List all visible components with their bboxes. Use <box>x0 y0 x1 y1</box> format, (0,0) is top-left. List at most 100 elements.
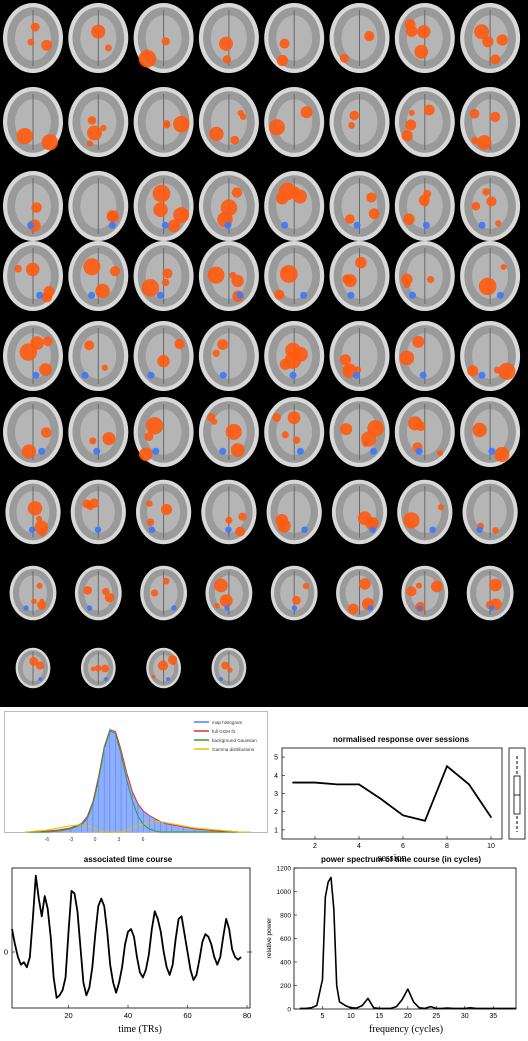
activation-positive <box>109 266 121 277</box>
brain-slice <box>401 565 449 621</box>
activation-negative <box>347 291 355 299</box>
brain-slice <box>140 565 188 621</box>
activation-positive <box>151 674 156 679</box>
activation-positive <box>366 192 377 203</box>
brain-slice <box>394 241 455 311</box>
activation-positive <box>417 25 431 39</box>
activation-positive <box>225 516 233 524</box>
power-spectrum-y-tick-label: 1000 <box>277 889 292 896</box>
activation-negative <box>225 526 232 533</box>
activation-positive <box>83 258 101 276</box>
activation-positive <box>280 265 298 283</box>
activation-positive <box>138 447 153 462</box>
activation-positive <box>423 104 435 116</box>
activation-negative <box>93 447 101 455</box>
activation-positive <box>161 278 170 287</box>
brain-slice <box>70 479 126 545</box>
brain-slice <box>9 565 57 621</box>
activation-positive <box>292 436 301 444</box>
brain-slice <box>68 87 129 157</box>
activation-positive <box>100 124 107 132</box>
session-x-tick-label: 8 <box>445 843 449 850</box>
legend-label-ggm-fit: full GGM fit <box>212 729 236 734</box>
activation-positive <box>421 200 429 207</box>
activation-positive <box>30 22 40 32</box>
brain-slice <box>460 3 521 73</box>
brain-slice <box>397 479 453 545</box>
activation-positive <box>403 213 415 225</box>
activation-negative <box>478 371 486 379</box>
activation-positive <box>35 661 45 670</box>
activation-positive <box>104 592 115 603</box>
activation-negative <box>88 291 96 299</box>
brain-slice <box>133 171 194 241</box>
power-spectrum-y-tick-label: 1200 <box>277 866 292 873</box>
brain-slice <box>74 565 122 621</box>
brain-slice <box>264 397 325 467</box>
brain-slice <box>198 3 259 73</box>
activation-positive <box>39 598 45 604</box>
activation-positive <box>86 140 93 147</box>
activation-negative <box>108 221 116 229</box>
brain-slice <box>133 3 194 73</box>
activation-positive <box>427 275 435 284</box>
activation-negative <box>429 526 436 533</box>
brain-slice <box>460 241 521 311</box>
brain-slice <box>394 3 455 73</box>
brain-slice <box>329 241 390 311</box>
time-course-line <box>11 874 242 999</box>
session-y-tick-label: 3 <box>274 791 278 798</box>
activation-positive <box>153 202 168 217</box>
session-point <box>358 783 360 786</box>
brain-slice <box>15 647 51 689</box>
activation-negative <box>166 677 171 682</box>
brain-slice <box>198 321 259 391</box>
brain-slice <box>329 87 390 157</box>
activation-negative <box>38 677 43 682</box>
power-spectrum-x-tick-label: 20 <box>404 1013 412 1020</box>
legend-label-background-gaussian: background Gaussian <box>212 738 257 743</box>
hist-tick-label: 3 <box>118 837 121 843</box>
time-course-x-tick-label: 40 <box>124 1011 132 1020</box>
activation-positive <box>144 432 154 442</box>
activation-positive <box>161 37 170 46</box>
brain-slice <box>394 171 455 241</box>
activation-positive <box>212 349 220 357</box>
activation-negative <box>224 221 232 229</box>
brain-slice <box>80 647 116 689</box>
activation-positive <box>174 338 185 350</box>
session-point <box>336 783 338 786</box>
brain-slice <box>336 565 383 621</box>
activation-positive <box>101 364 108 371</box>
activation-positive <box>272 413 282 422</box>
session-plot-frame <box>281 747 503 840</box>
activation-positive <box>21 444 37 459</box>
session-x-tick-label: 6 <box>401 843 405 850</box>
brain-slice <box>3 321 63 391</box>
activation-positive <box>41 134 59 151</box>
activation-negative <box>488 447 496 455</box>
activation-negative <box>161 221 169 229</box>
power-spectrum-x-tick-label: 25 <box>432 1013 440 1020</box>
activation-positive <box>490 54 501 65</box>
brain-slice <box>462 479 518 545</box>
session-point <box>380 798 382 800</box>
activation-negative <box>300 291 308 299</box>
activation-negative <box>156 291 164 299</box>
activation-positive <box>217 339 229 351</box>
brain-slice <box>201 479 257 545</box>
activation-negative <box>417 605 423 611</box>
brain-slice <box>329 321 390 391</box>
activation-positive <box>401 130 413 142</box>
activation-positive <box>489 578 502 592</box>
activation-positive <box>467 365 479 377</box>
activation-positive <box>214 578 228 593</box>
power-spectrum-y-tick-label: 0 <box>287 1007 291 1014</box>
activation-positive <box>281 431 289 439</box>
activation-positive <box>157 660 169 671</box>
activation-positive <box>408 109 415 116</box>
activation-positive <box>404 18 416 30</box>
brain-slice <box>68 3 129 73</box>
time-course-x-tick-label: 20 <box>64 1011 72 1020</box>
activation-positive <box>87 116 97 125</box>
